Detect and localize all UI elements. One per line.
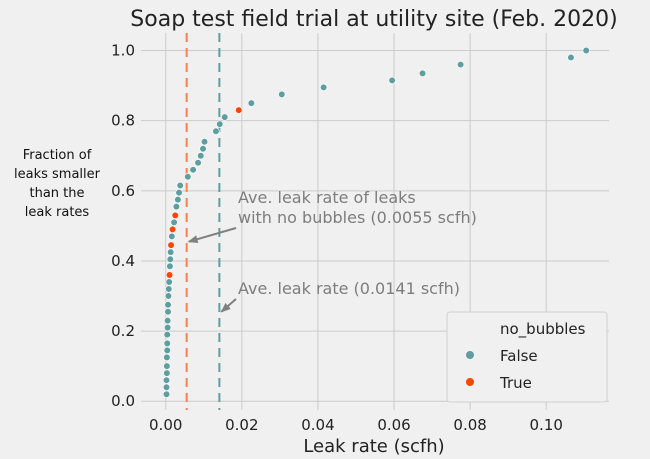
- data-point-false: [167, 248, 175, 256]
- data-point-false: [165, 278, 173, 286]
- y-tick-label: 0.2: [111, 322, 135, 340]
- tick-labels: 0.00 0.02 0.04 0.06 0.08 0.10 0.0 0.2 0.4 0.6 0.8 1…: [111, 42, 563, 434]
- data-point-false: [567, 53, 575, 62]
- data-point-false: [163, 353, 171, 361]
- annotation-arrow-2: [220, 298, 237, 313]
- data-point-false: [247, 99, 255, 107]
- data-point-false: [163, 362, 171, 370]
- y-axis-label-line: than the: [29, 186, 84, 201]
- data-point-false: [388, 76, 396, 84]
- data-point-false: [176, 181, 184, 190]
- data-point-false: [172, 202, 180, 211]
- data-point-false: [162, 383, 171, 391]
- data-point-false: [320, 83, 328, 91]
- annotation-text-2: Ave. leak rate (0.0141 scfh): [238, 279, 460, 298]
- y-axis-label-line: Fraction of: [23, 148, 92, 163]
- y-axis-label-line: leak rates: [25, 205, 90, 220]
- data-point-false: [184, 173, 192, 181]
- data-point-false: [166, 255, 174, 263]
- x-tick-label: 0.00: [149, 416, 182, 434]
- data-point-false: [189, 166, 197, 174]
- data-point-true: [165, 271, 174, 279]
- legend-marker-false: [466, 351, 474, 359]
- data-point-false: [174, 195, 182, 204]
- data-point-true: [235, 106, 243, 114]
- data-point-false: [200, 138, 209, 146]
- data-point-false: [170, 218, 178, 226]
- data-point-false: [164, 301, 172, 309]
- chart-title: Soap test field trial at utility site (F…: [130, 7, 617, 32]
- y-tick-label: 0.4: [111, 252, 135, 270]
- x-tick-label: 0.02: [225, 416, 258, 434]
- y-tick-label: 0.8: [111, 112, 135, 130]
- legend-marker-true: [466, 378, 474, 386]
- legend-label-false: False: [500, 347, 538, 365]
- data-point-false: [163, 339, 171, 347]
- x-axis-label: Leak rate (scfh): [303, 436, 444, 457]
- data-point-true: [171, 211, 179, 219]
- annotation-arrow-1: [187, 227, 237, 244]
- data-point-false: [168, 232, 176, 241]
- data-point-false: [221, 113, 229, 121]
- data-point-false: [175, 188, 183, 197]
- data-point-false: [582, 46, 590, 55]
- annotation-text-1: Ave. leak rate of leaks: [238, 188, 416, 207]
- data-point-false: [166, 262, 174, 270]
- data-point-false: [457, 60, 465, 69]
- data-point-false: [162, 376, 171, 384]
- x-tick-label: 0.08: [453, 416, 486, 434]
- x-tick-label: 0.04: [301, 416, 334, 434]
- legend-box: [446, 311, 608, 403]
- legend-label-true: True: [499, 374, 532, 392]
- x-tick-label: 0.10: [530, 416, 563, 434]
- data-point-false: [197, 152, 205, 160]
- data-point-false: [165, 285, 173, 293]
- data-points: [162, 46, 590, 398]
- y-axis-label-line: leaks smaller: [14, 167, 101, 182]
- data-point-false: [216, 120, 224, 128]
- data-point-false: [164, 308, 172, 316]
- annotation-text-1: with no bubbles (0.0055 scfh): [238, 208, 477, 227]
- data-point-false: [164, 316, 172, 325]
- legend-title: no_bubbles: [500, 320, 586, 339]
- y-axis-label: Fraction of leaks smaller than the leak …: [14, 148, 101, 220]
- y-tick-label: 0.6: [111, 182, 135, 200]
- data-point-false: [199, 145, 207, 153]
- data-point-true: [167, 241, 175, 249]
- data-point-false: [163, 369, 171, 377]
- data-point-false: [163, 331, 171, 339]
- x-tick-label: 0.06: [377, 416, 410, 434]
- data-point-false: [418, 69, 427, 77]
- data-point-false: [163, 346, 171, 354]
- y-tick-label: 1.0: [111, 42, 135, 60]
- data-point-false: [194, 159, 202, 167]
- data-point-false: [164, 292, 172, 300]
- data-point-false: [278, 90, 286, 98]
- legend: no_bubbles False True: [446, 311, 608, 403]
- y-tick-label: 0.0: [111, 392, 135, 410]
- data-point-false: [162, 390, 171, 398]
- data-point-false: [164, 323, 172, 332]
- reference-lines: [185, 33, 221, 410]
- data-point-false: [212, 127, 220, 135]
- data-point-true: [168, 225, 177, 233]
